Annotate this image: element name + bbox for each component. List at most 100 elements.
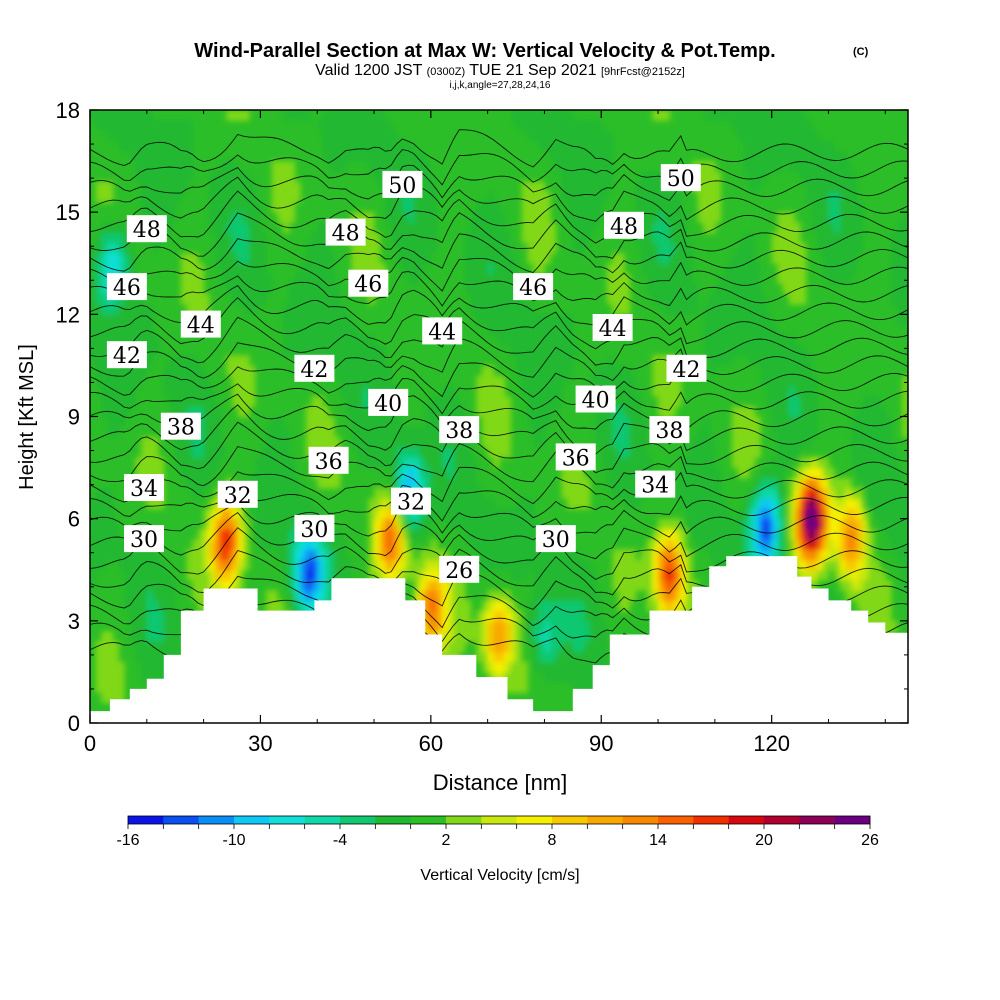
velocity-cell [675, 304, 682, 315]
velocity-cell [635, 498, 642, 510]
velocity-cell [669, 385, 676, 397]
velocity-cell [95, 498, 102, 510]
velocity-cell [504, 549, 511, 561]
velocity-cell [112, 120, 119, 132]
velocity-cell [186, 436, 193, 448]
velocity-cell [180, 263, 188, 275]
velocity-cell [499, 539, 506, 550]
velocity-cell [612, 416, 619, 428]
velocity-cell [413, 590, 421, 601]
velocity-cell [805, 181, 813, 193]
velocity-cell [777, 426, 784, 438]
velocity-cell [578, 590, 585, 601]
velocity-cell [368, 539, 375, 550]
velocity-cell [902, 549, 908, 561]
velocity-cell [601, 171, 608, 183]
velocity-cell [851, 416, 858, 428]
velocity-cell [226, 171, 233, 183]
velocity-cell [527, 334, 534, 346]
velocity-cell [885, 610, 892, 622]
velocity-cell [90, 110, 97, 121]
velocity-cell [288, 283, 296, 295]
velocity-cell [561, 161, 568, 172]
velocity-cell [777, 477, 784, 489]
velocity-cell [158, 631, 165, 642]
velocity-cell [158, 610, 165, 622]
velocity-cell [476, 385, 483, 397]
contour-label-box [294, 354, 335, 382]
velocity-cell [902, 508, 908, 520]
velocity-cell [748, 120, 756, 132]
velocity-cell [288, 508, 296, 520]
velocity-cell [339, 130, 347, 142]
velocity-cell [493, 263, 500, 275]
velocity-cell [675, 518, 682, 530]
velocity-cell [851, 528, 858, 540]
velocity-cell [175, 447, 182, 458]
velocity-cell [834, 539, 841, 550]
velocity-cell [618, 253, 625, 264]
velocity-cell [538, 620, 546, 632]
velocity-cell [595, 641, 602, 653]
velocity-cell [709, 191, 716, 203]
velocity-cell [197, 457, 205, 469]
velocity-cell [800, 477, 807, 489]
velocity-cell [754, 150, 761, 162]
velocity-cell [606, 467, 614, 479]
velocity-cell [141, 110, 148, 121]
velocity-cell [129, 334, 137, 346]
velocity-cell [203, 396, 210, 407]
velocity-cell [538, 385, 546, 397]
velocity-cell [425, 467, 432, 479]
velocity-cell [680, 242, 688, 254]
velocity-cell [794, 150, 801, 162]
velocity-cell [845, 273, 852, 285]
velocity-cell [533, 610, 540, 622]
velocity-cell [214, 508, 222, 520]
velocity-cell [555, 130, 563, 142]
contour-label: 44 [422, 317, 463, 345]
velocity-cell [180, 457, 188, 469]
contour-label-box [660, 164, 701, 192]
velocity-cell [629, 559, 636, 571]
velocity-cell [413, 569, 421, 581]
velocity-cell [271, 477, 279, 489]
velocity-cell [822, 140, 830, 152]
velocity-cell [499, 600, 506, 612]
velocity-cell [527, 518, 534, 530]
velocity-cell [811, 161, 818, 172]
velocity-cell [481, 528, 489, 540]
velocity-cell [783, 120, 790, 132]
velocity-cell [510, 263, 517, 275]
velocity-cell [595, 130, 602, 142]
velocity-cell [800, 385, 807, 397]
velocity-cell [561, 610, 568, 622]
velocity-cell [362, 416, 369, 428]
velocity-cell [146, 590, 154, 601]
velocity-cell [300, 559, 307, 571]
contour-label: 30 [535, 525, 576, 553]
velocity-cell [499, 518, 506, 530]
velocity-cell [709, 528, 716, 540]
velocity-cell [90, 334, 97, 346]
y-tick-label: 6 [68, 507, 80, 532]
velocity-cell [135, 171, 142, 183]
velocity-cell [107, 661, 114, 673]
velocity-cell [697, 477, 705, 489]
velocity-cell [771, 396, 778, 407]
velocity-cell [822, 171, 830, 183]
colorbar-swatch [587, 816, 623, 824]
velocity-cell [595, 610, 602, 622]
velocity-cell [811, 416, 818, 428]
velocity-cell [169, 385, 176, 397]
velocity-cell [811, 385, 818, 397]
velocity-cell [90, 579, 97, 591]
velocity-cell [652, 222, 659, 234]
velocity-cell [368, 375, 375, 387]
velocity-cell [578, 651, 585, 663]
velocity-cell [186, 559, 193, 571]
velocity-cell [288, 477, 296, 489]
velocity-cell [277, 416, 284, 428]
velocity-cell [777, 242, 784, 254]
velocity-cell [902, 528, 908, 540]
